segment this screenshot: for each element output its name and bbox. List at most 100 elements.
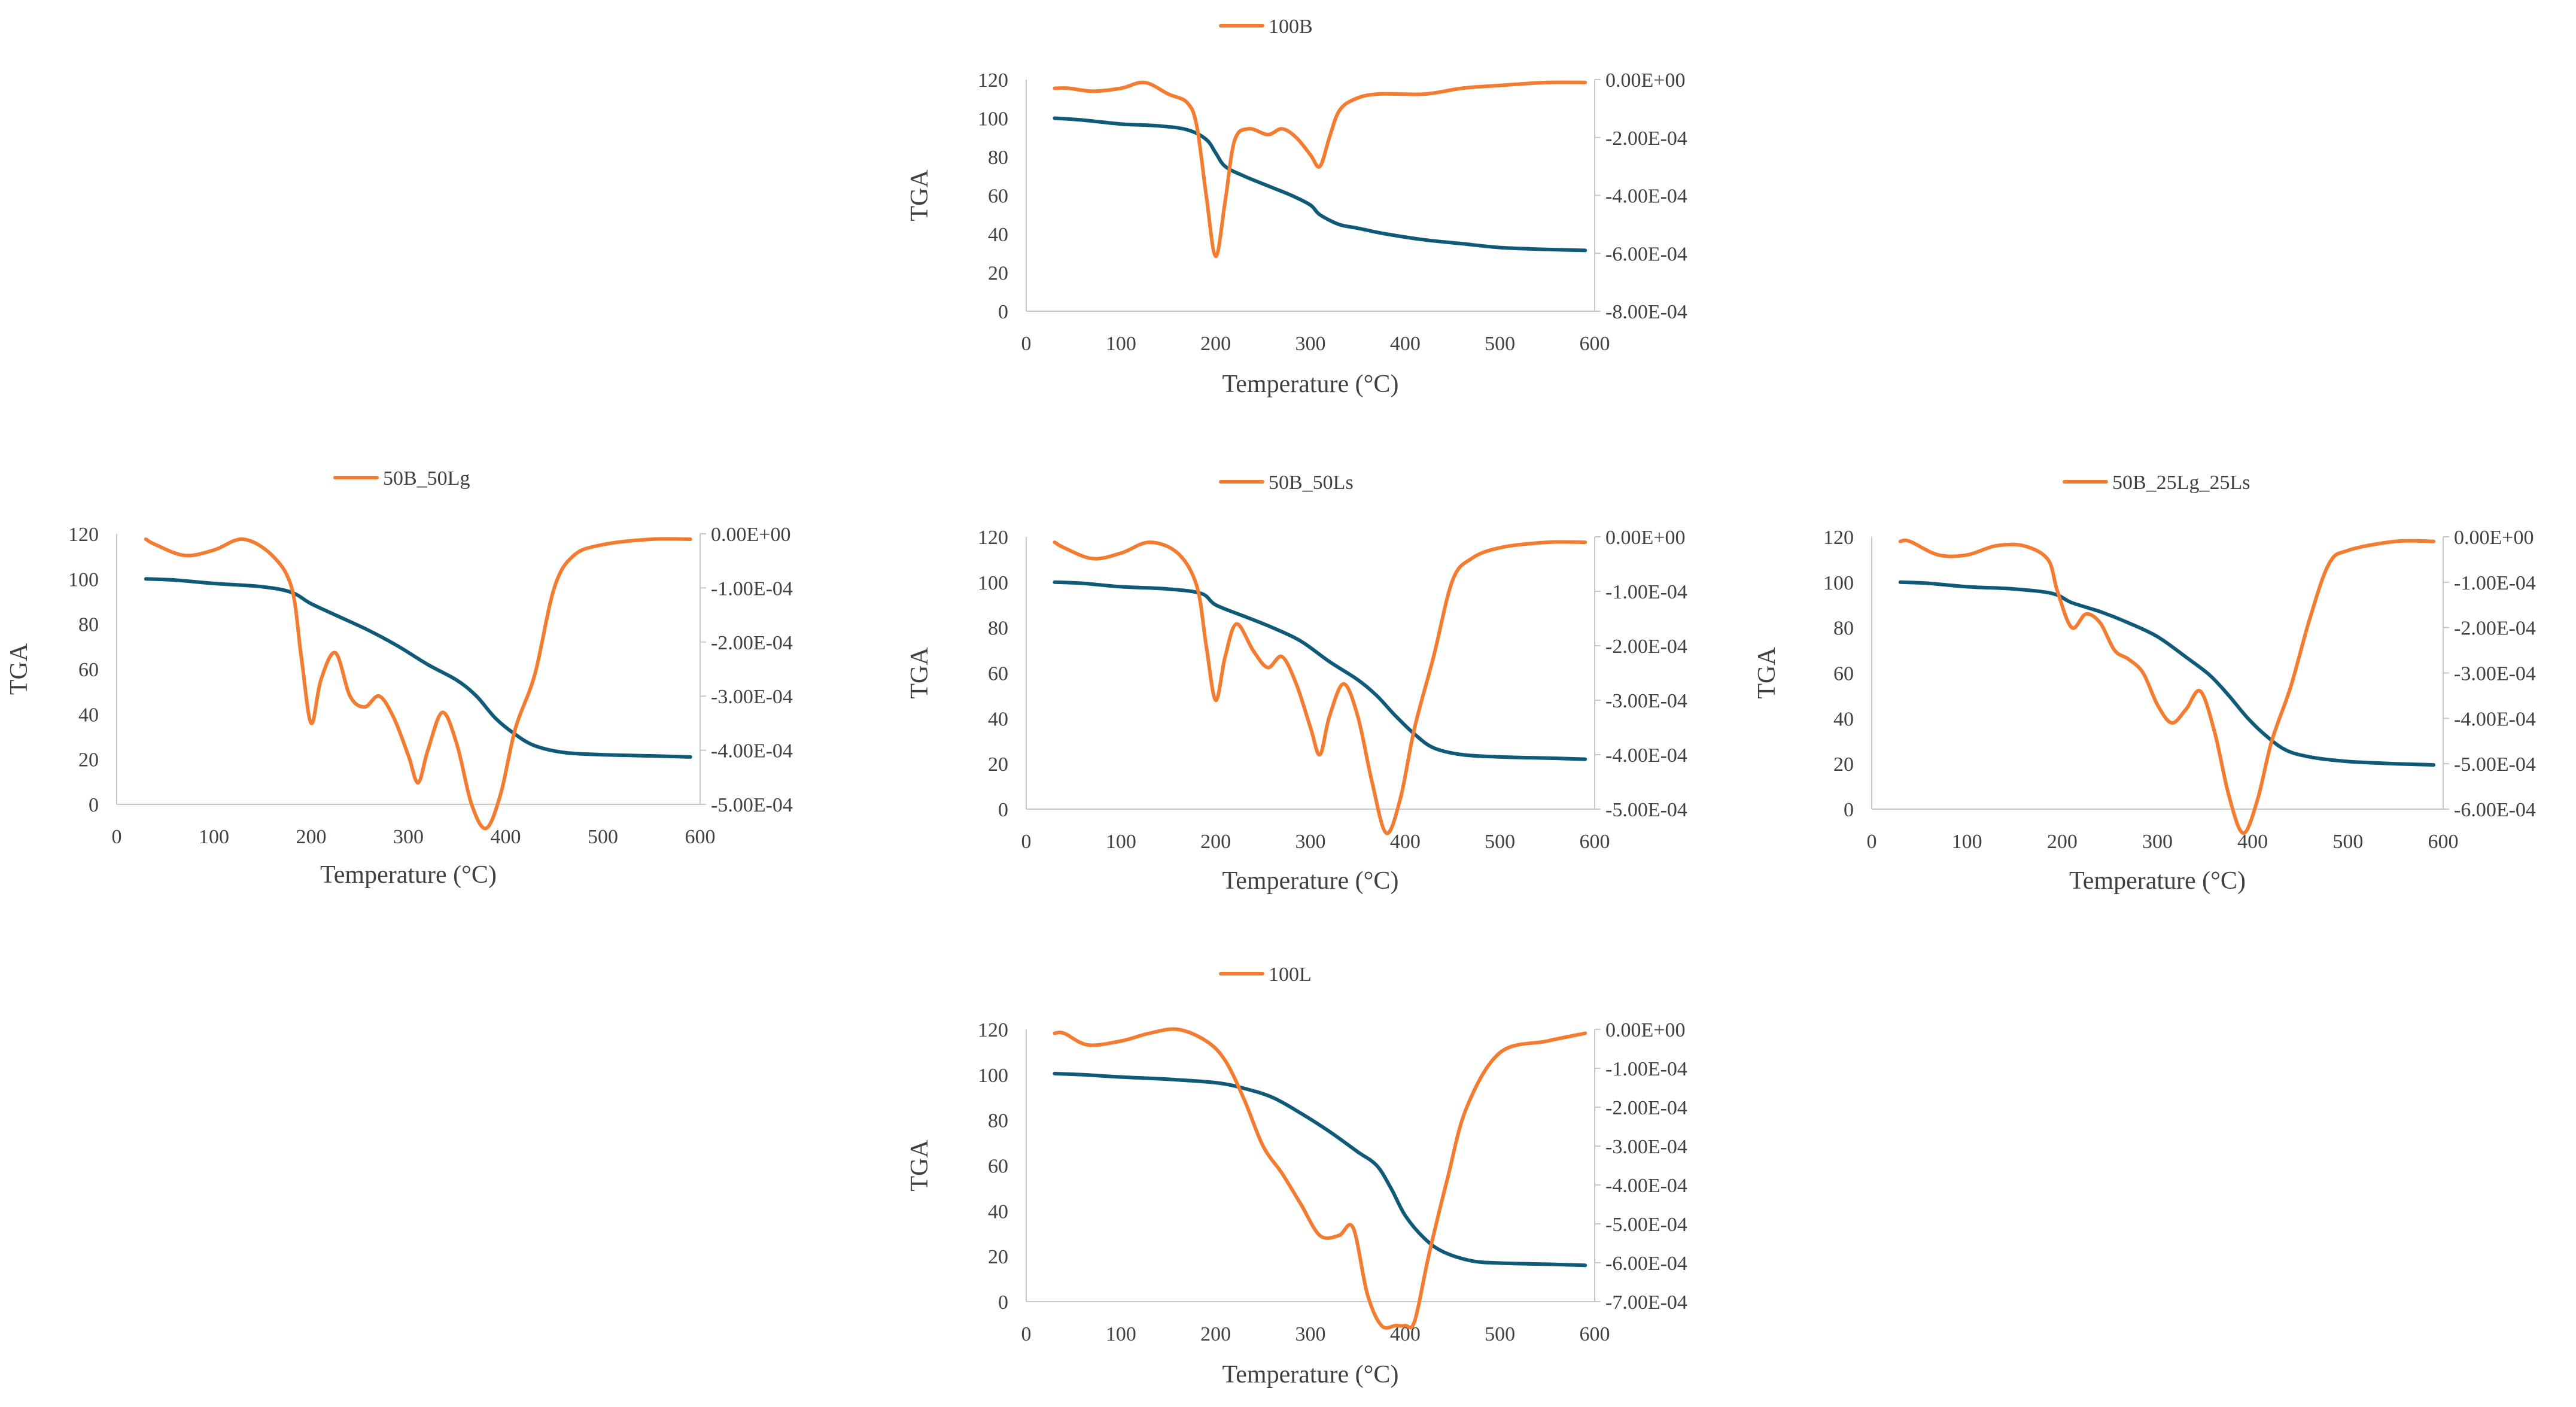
- x-tick-label: 200: [1200, 831, 1231, 853]
- y-tick-label: 120: [978, 1019, 1008, 1041]
- y2-tick-label: 0.00E+00: [1605, 1019, 1685, 1041]
- y2-tick-label: -5.00E-04: [2454, 753, 2536, 776]
- y-tick-label: 80: [1833, 618, 1854, 640]
- y-tick-label: 100: [68, 569, 99, 591]
- dtg-series-line: [1053, 540, 1587, 835]
- x-tick-label: 600: [1580, 1323, 1610, 1345]
- y-tick-label: 60: [988, 186, 1008, 208]
- y-tick-label: 40: [988, 1201, 1008, 1223]
- y2-tick-label: -4.00E-04: [711, 740, 793, 762]
- y-tick-label: 80: [988, 147, 1008, 169]
- y-tick-label: 20: [988, 1246, 1008, 1268]
- x-tick-label: 100: [199, 826, 229, 848]
- x-tick-label: 300: [2142, 831, 2173, 853]
- y2-tick-label: -8.00E-04: [1605, 301, 1687, 323]
- x-tick-label: 100: [1106, 1323, 1136, 1345]
- y-tick-label: 40: [988, 708, 1008, 730]
- dtg-series-line: [1898, 538, 2436, 835]
- x-tick-label: 400: [1390, 831, 1421, 853]
- y-tick-label: 60: [988, 1156, 1008, 1178]
- y-tick-label: 0: [998, 301, 1008, 323]
- y2-tick-label: -5.00E-04: [711, 794, 793, 816]
- x-tick-label: 0: [1021, 1323, 1032, 1345]
- y-tick-label: 0: [998, 799, 1008, 821]
- y-tick-label: 120: [1823, 527, 1854, 549]
- y-tick-label: 100: [978, 1065, 1008, 1087]
- chart-panel-50B_50Lg: 0 20 40 60 80 100 120 -5.00E-04 -4.00E-04 -3.00E-…: [5, 467, 793, 889]
- y-tick-label: 0: [1844, 799, 1854, 821]
- y2-tick-label: -6.00E-04: [2454, 799, 2536, 821]
- y-axis-label: TGA: [906, 647, 933, 699]
- y-tick-label: 0: [89, 794, 99, 816]
- y2-tick-label: -1.00E-04: [1605, 581, 1687, 603]
- legend-label: 100L: [1269, 964, 1312, 986]
- legend-label: 50B_50Lg: [383, 467, 470, 490]
- x-tick-label: 0: [1021, 831, 1032, 853]
- y2-tick-label: 0.00E+00: [2454, 527, 2534, 549]
- y2-tick-label: -4.00E-04: [1605, 186, 1687, 208]
- tga-series-line: [1053, 580, 1587, 761]
- dtg-series-line: [1053, 80, 1587, 259]
- y2-tick-label: -2.00E-04: [1605, 127, 1687, 150]
- y2-tick-label: -1.00E-04: [711, 578, 793, 600]
- y2-tick-label: -1.00E-04: [2454, 572, 2536, 594]
- chart-panel-50B_25Lg_25Ls: 0 20 40 60 80 100 120 -6.00E-04 -5.00E-04 -4.00E-…: [1753, 472, 2536, 895]
- x-tick-label: 500: [1485, 1323, 1515, 1345]
- x-tick-label: 500: [1485, 831, 1515, 853]
- x-tick-label: 0: [112, 826, 122, 848]
- legend: 50B_50Lg: [333, 467, 470, 490]
- x-tick-label: 600: [685, 826, 716, 848]
- y-tick-label: 100: [978, 572, 1008, 594]
- y-tick-label: 120: [978, 69, 1008, 92]
- y-tick-label: 0: [998, 1291, 1008, 1314]
- x-tick-label: 200: [2047, 831, 2078, 853]
- chart-panel-100L: 0 20 40 60 80 100 120 -7.00E-04 -6.00E-04 -5.00E-…: [906, 964, 1687, 1388]
- x-tick-label: 400: [1390, 333, 1421, 355]
- y2-tick-label: 0.00E+00: [1605, 527, 1685, 549]
- y-tick-label: 60: [988, 663, 1008, 685]
- x-tick-label: 100: [1106, 333, 1136, 355]
- x-tick-label: 200: [1200, 333, 1231, 355]
- y-tick-label: 40: [988, 224, 1008, 246]
- x-tick-label: 300: [1295, 831, 1326, 853]
- y2-tick-label: -2.00E-04: [2454, 618, 2536, 640]
- dtg-series-line: [144, 537, 692, 831]
- y-tick-label: 20: [1833, 753, 1854, 776]
- y-tick-label: 100: [978, 108, 1008, 130]
- y2-tick-label: -3.00E-04: [1605, 690, 1687, 712]
- x-axis-label: Temperature (°C): [1222, 370, 1399, 398]
- tga-series-line: [1053, 1071, 1587, 1268]
- x-tick-label: 400: [491, 826, 521, 848]
- y-axis-label: TGA: [906, 169, 933, 221]
- y-tick-label: 40: [1833, 708, 1854, 730]
- y2-tick-label: -1.00E-04: [1605, 1058, 1687, 1080]
- x-tick-label: 100: [1952, 831, 1982, 853]
- legend: 50B_25Lg_25Ls: [2063, 472, 2250, 494]
- x-tick-label: 600: [1580, 831, 1610, 853]
- x-tick-label: 200: [296, 826, 327, 848]
- x-tick-label: 600: [2428, 831, 2459, 853]
- y-tick-label: 80: [988, 1110, 1008, 1132]
- y2-tick-label: -5.00E-04: [1605, 799, 1687, 821]
- x-tick-label: 500: [2332, 831, 2363, 853]
- legend-label: 50B_25Lg_25Ls: [2112, 472, 2250, 494]
- y2-tick-label: -7.00E-04: [1605, 1291, 1687, 1314]
- y-axis-label: TGA: [5, 643, 33, 695]
- y-tick-label: 20: [988, 753, 1008, 776]
- y2-tick-label: 0.00E+00: [1605, 69, 1685, 92]
- y-tick-label: 40: [78, 704, 99, 726]
- y2-tick-label: 0.00E+00: [711, 524, 790, 546]
- legend-label: 100B: [1269, 16, 1313, 38]
- x-axis-label: Temperature (°C): [1222, 1361, 1399, 1388]
- tga-series-line: [1898, 580, 2436, 767]
- y-tick-label: 60: [78, 659, 99, 681]
- legend: 100L: [1219, 964, 1312, 986]
- x-axis-label: Temperature (°C): [2069, 867, 2246, 895]
- y2-tick-label: -6.00E-04: [1605, 243, 1687, 265]
- dtg-series-line: [1053, 1027, 1587, 1330]
- y-tick-label: 120: [68, 524, 99, 546]
- x-tick-label: 200: [1200, 1323, 1231, 1345]
- tga-series-line: [144, 577, 692, 759]
- legend-label: 50B_50Ls: [1269, 472, 1354, 494]
